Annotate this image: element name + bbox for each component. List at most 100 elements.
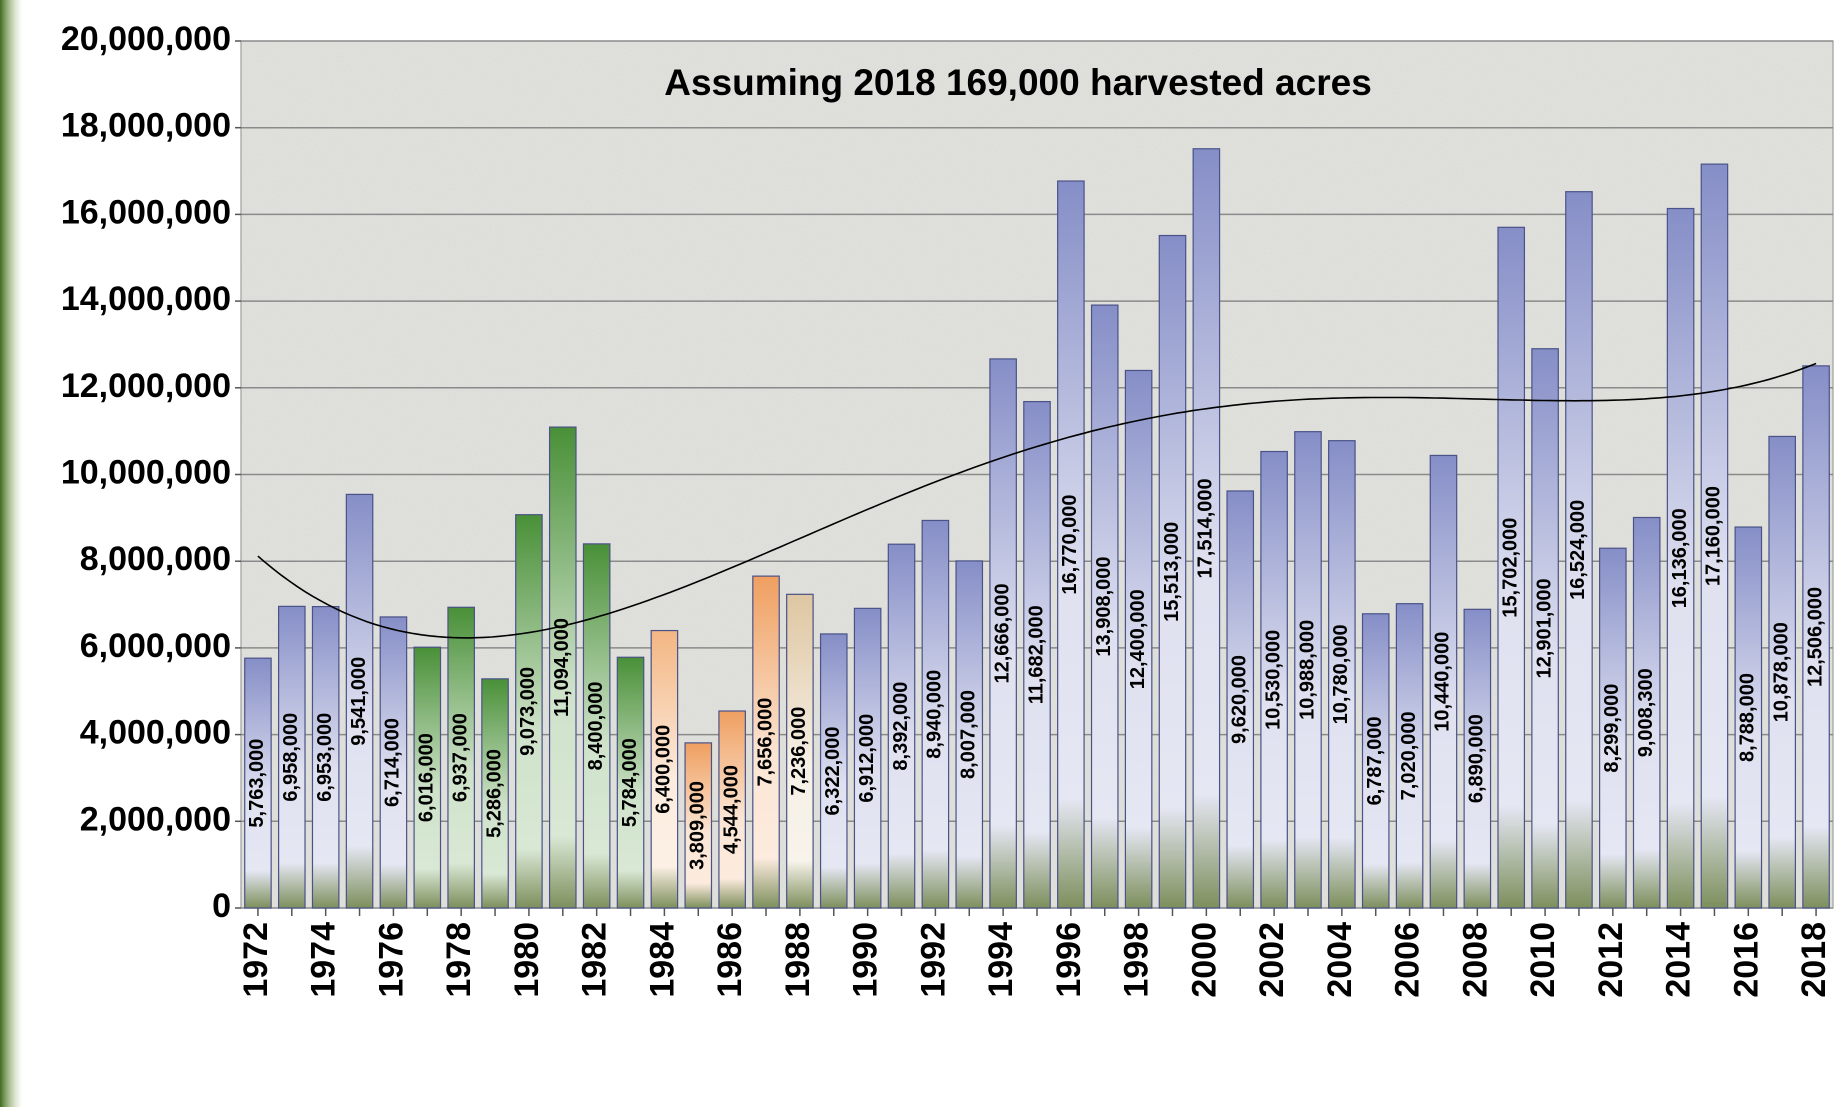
bar [548,426,577,909]
bar [921,519,950,909]
y-tick-label: 10,000,000 [61,453,231,491]
data-label: 15,702,000 [1499,518,1521,618]
data-label: 5,763,000 [246,739,268,828]
bar [481,678,509,909]
data-label: 12,901,000 [1533,578,1555,678]
bar [1429,454,1458,909]
bar [650,629,679,909]
data-label: 6,937,000 [449,713,471,802]
data-label: 6,016,000 [416,733,438,822]
bar [752,575,780,909]
y-tick-label: 6,000,000 [80,627,231,665]
bar [345,493,374,909]
data-label: 6,787,000 [1364,716,1386,805]
x-tick-label: 1998 [1118,922,1156,998]
bar [1294,431,1322,909]
data-label: 5,286,000 [483,749,505,838]
bar [1192,148,1221,909]
bars [244,148,1830,909]
data-label: 8,400,000 [585,681,607,770]
data-label: 8,940,000 [924,670,946,759]
bar [515,514,543,909]
x-tick-label: 1978 [440,922,478,998]
y-tick-label: 0 [212,887,231,925]
x-tick-label: 2012 [1592,922,1630,998]
bar [1599,547,1627,909]
x-tick-label: 1972 [237,922,275,998]
bar [1057,180,1085,909]
bar [853,607,882,909]
data-label: 8,299,000 [1601,684,1623,773]
bar [1497,226,1526,909]
data-label: 6,322,000 [822,726,844,815]
data-label: 16,524,000 [1567,500,1589,600]
data-label: 6,400,000 [653,725,675,814]
x-tick-label: 1982 [576,922,614,998]
labels: 0 2,000,000 4,000,000 6,000,000 8,000,000 10,… [61,20,1833,998]
bar [311,605,340,909]
x-tick-label: 2010 [1524,922,1562,998]
data-label: 6,890,000 [1466,714,1488,803]
data-label: 9,620,000 [1229,655,1251,744]
x-tick-label: 1996 [1050,922,1088,998]
bar [786,593,814,909]
data-label: 12,400,000 [1127,589,1149,689]
data-label: 10,878,000 [1770,622,1792,722]
y-tick-label: 16,000,000 [61,193,231,231]
bar [1565,191,1593,909]
x-tick-label: 2004 [1321,922,1359,998]
data-label: 12,666,000 [991,583,1013,683]
data-label: 6,912,000 [856,714,878,803]
bar [244,657,272,909]
data-label: 10,530,000 [1262,630,1284,730]
x-tick-label: 2008 [1456,922,1494,998]
bar [989,358,1017,909]
data-label: 10,440,000 [1432,632,1454,732]
bar [819,633,848,909]
bar [718,710,746,909]
data-label: 8,788,000 [1737,673,1759,762]
data-label: 12,506,000 [1804,587,1826,687]
data-label: 8,392,000 [890,682,912,771]
bar [379,616,408,909]
data-label: 9,008,300 [1635,668,1657,757]
chart-title: Assuming 2018 169,000 harvested acres [664,62,1372,103]
bar [684,742,713,909]
bar [1124,369,1153,909]
bar [413,646,442,909]
x-tick-label: 2000 [1185,922,1223,998]
data-label: 7,236,000 [788,707,810,796]
data-label: 16,136,000 [1669,508,1691,608]
x-tick-label: 1976 [372,922,410,998]
x-tick-label: 2014 [1660,922,1698,998]
bar [1158,234,1187,909]
bar [616,656,645,909]
bar [1090,304,1119,909]
y-tick-label: 4,000,000 [80,714,231,752]
x-tick-label: 2006 [1389,922,1427,998]
x-tick-label: 1974 [305,922,343,998]
y-tick-label: 14,000,000 [61,280,231,318]
left-edge [0,0,22,1107]
bar [1531,348,1559,909]
y-tick-label: 18,000,000 [61,107,231,145]
bar [1700,163,1729,909]
bar [1395,603,1424,909]
data-label: 10,780,000 [1330,624,1352,724]
y-tick-label: 8,000,000 [80,540,231,578]
bar [887,543,916,909]
bar [447,606,475,909]
data-label: 3,809,000 [687,781,709,870]
x-tick-label: 1994 [982,922,1020,998]
bar [1632,516,1661,909]
bar [1666,207,1695,909]
x-tick-label: 1984 [643,922,681,998]
data-label: 5,784,000 [619,738,641,827]
x-tick-label: 1986 [711,922,749,998]
bar [1226,490,1255,909]
x-tick-label: 2018 [1795,922,1833,998]
data-label: 6,953,000 [314,713,336,802]
data-label: 6,714,000 [382,718,404,807]
data-label: 8,007,000 [958,690,980,779]
bar [1260,450,1288,909]
